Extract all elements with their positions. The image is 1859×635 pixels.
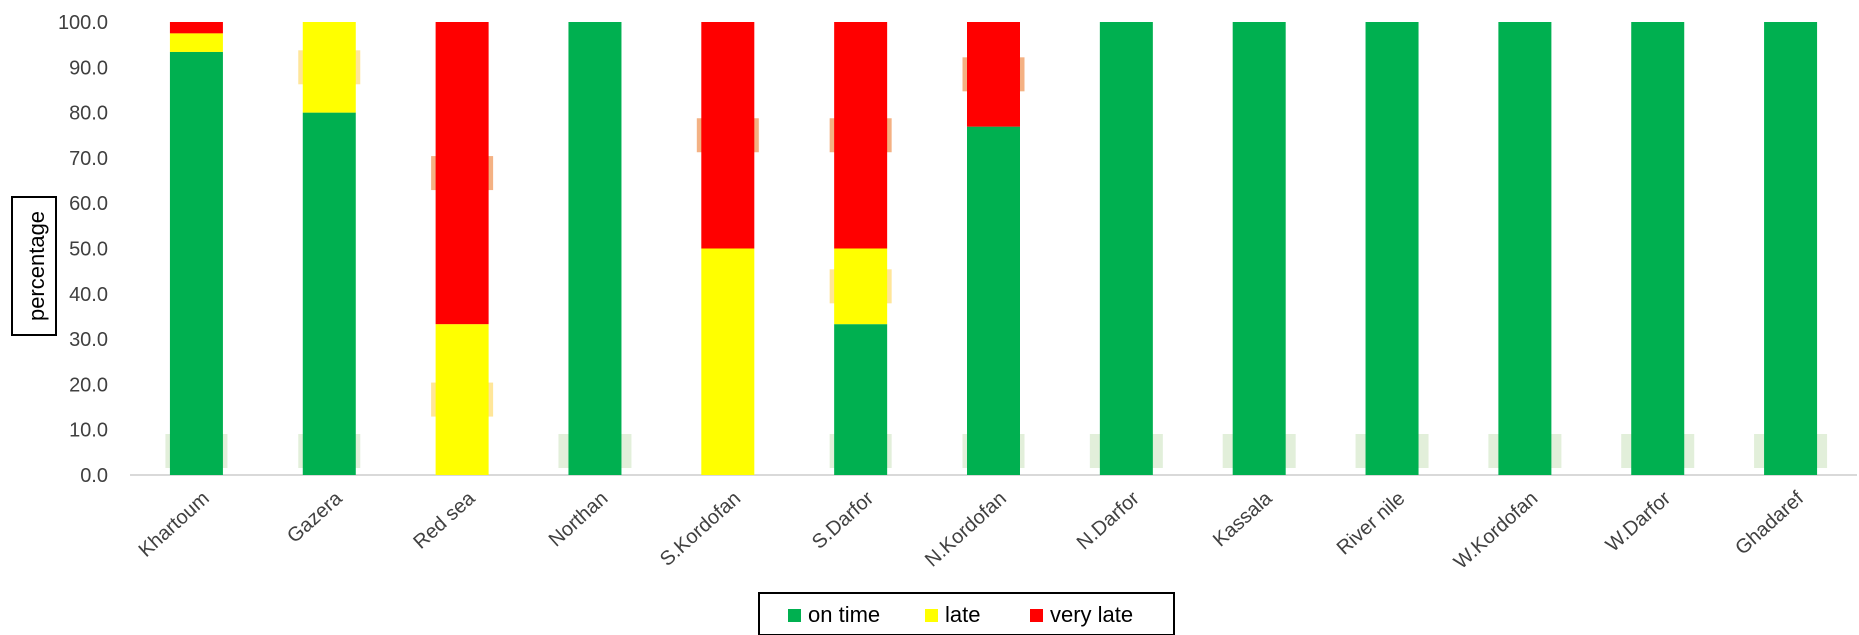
x-tick-label: River nile [1333,487,1410,559]
x-tick-label: Kassala [1209,487,1277,552]
y-axis-tick-labels: 0.0 10.0 20.0 30.0 40.0 50.0 60.0 70.0 80.0 90.0 1… [58,12,108,487]
bar-segment-very-late [967,22,1020,127]
y-tick-label: 10.0 [69,420,108,442]
bar-segment-on-time [1232,22,1286,475]
y-axis-title-text: percentage [24,211,49,321]
y-tick-label: 80.0 [69,103,108,125]
legend: on time late very late [758,592,1175,635]
x-tick-label: N.Kordofan [921,487,1011,571]
y-tick-label: 20.0 [69,374,108,396]
y-tick-label: 40.0 [69,284,108,306]
bar-segment-late [435,324,489,475]
bar-segment-late [701,248,755,475]
x-tick-label: Ghadaref [1731,487,1808,559]
bar-segment-very-late [701,22,755,249]
bar-segment-on-time [1631,22,1685,475]
x-tick-label: S.Darfor [808,487,878,553]
legend-label: very late [1050,602,1133,627]
bar-segment-very-late [169,22,223,34]
y-tick-label: 50.0 [69,239,108,261]
bar-segment-on-time [568,22,622,475]
legend-label: on time [808,602,880,627]
y-tick-label: 0.0 [80,465,108,487]
legend-swatch [788,609,801,622]
x-tick-label: Khartoum [135,487,214,561]
legend-swatch [925,609,938,622]
bar-segment-on-time [302,112,356,475]
bar-segment-on-time [1099,22,1153,475]
x-tick-label: N.Darfor [1073,487,1144,554]
x-tick-label: W.Darfor [1602,487,1676,556]
bar-segment-late [302,22,356,113]
y-tick-label: 90.0 [69,57,108,79]
x-tick-label: Red sea [409,487,480,554]
x-tick-label: S.Kordofan [656,487,745,570]
legend-label: late [945,602,980,627]
bar-segment-on-time [169,51,223,475]
legend-swatch [1030,609,1043,622]
y-tick-label: 60.0 [69,193,108,215]
bar-segment-very-late [834,22,888,249]
bar-segment-on-time [967,126,1020,475]
bar-segment-on-time [1764,22,1818,475]
bar-segment-late [169,33,223,52]
bar-segment-late [834,248,888,325]
x-tick-label: W.Kordofan [1450,487,1542,573]
y-tick-label: 30.0 [69,329,108,351]
y-axis-title: percentage [11,196,57,336]
x-tick-label: Gazera [283,487,347,548]
bars-group: 93.44.180.020.00.033.366.7100.050.033.31… [165,22,1828,475]
x-axis-tick-labels: Khartoum Gazera Red sea Northan S.Kordofan S.… [135,487,1809,574]
bar-segment-very-late [435,22,489,325]
y-tick-label: 70.0 [69,148,108,170]
x-tick-label: Northan [545,487,613,551]
bar-segment-on-time [1498,22,1552,475]
y-tick-label: 100.0 [58,12,108,34]
bar-segment-on-time [1365,22,1419,475]
bar-segment-on-time [834,324,888,475]
